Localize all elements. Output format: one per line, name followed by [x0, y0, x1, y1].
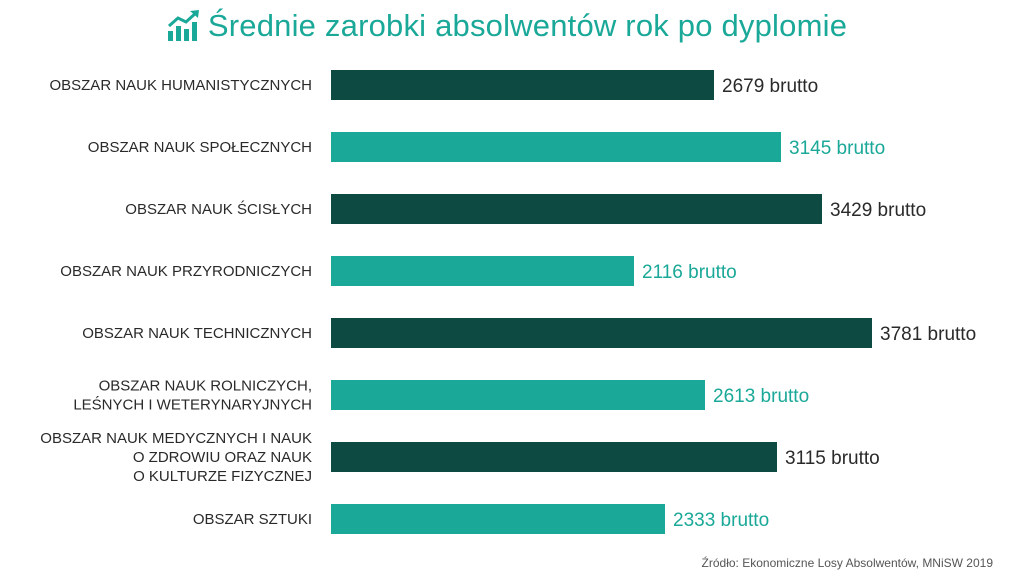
value-label-2: 3429 brutto — [830, 200, 926, 221]
category-label-3: OBSZAR NAUK PRZYRODNICZYCH — [60, 263, 312, 280]
bar-3 — [331, 256, 634, 286]
bar-0 — [331, 70, 714, 100]
chart-header: Średnie zarobki absolwentów rok po dyplo… — [0, 4, 1013, 48]
category-label-7: OBSZAR SZTUKI — [193, 511, 312, 528]
bar-2 — [331, 194, 822, 224]
value-label-4: 3781 brutto — [880, 324, 976, 345]
category-label-1: OBSZAR NAUK SPOŁECZNYCH — [88, 139, 312, 156]
growth-chart-icon — [167, 10, 199, 41]
chart-title: Średnie zarobki absolwentów rok po dyplo… — [207, 8, 848, 43]
bar-1 — [331, 132, 781, 162]
bar-5 — [331, 380, 705, 410]
category-label-5: OBSZAR NAUK ROLNICZYCH, LEŚNYCH I WETERYN… — [73, 378, 312, 414]
category-label-2: OBSZAR NAUK ŚCISŁYCH — [125, 200, 312, 218]
value-label-6: 3115 brutto — [785, 448, 880, 469]
category-label-4: OBSZAR NAUK TECHNICZNYCH — [82, 325, 312, 342]
value-label-0: 2679 brutto — [722, 76, 818, 97]
value-label-7: 2333 brutto — [673, 510, 769, 531]
source-note: Źródło: Ekonomiczne Losy Absolwentów, MN… — [701, 556, 993, 570]
bar-7 — [331, 504, 665, 534]
category-label-0: OBSZAR NAUK HUMANISTYCZNYCH — [49, 77, 312, 94]
bar-4 — [331, 318, 872, 348]
value-label-1: 3145 brutto — [789, 138, 885, 159]
category-label-6: OBSZAR NAUK MEDYCZNYCH I NAUK O ZDROWIU O… — [40, 430, 312, 485]
bar-6 — [331, 442, 777, 472]
value-label-3: 2116 brutto — [642, 262, 737, 283]
value-label-5: 2613 brutto — [713, 386, 809, 407]
